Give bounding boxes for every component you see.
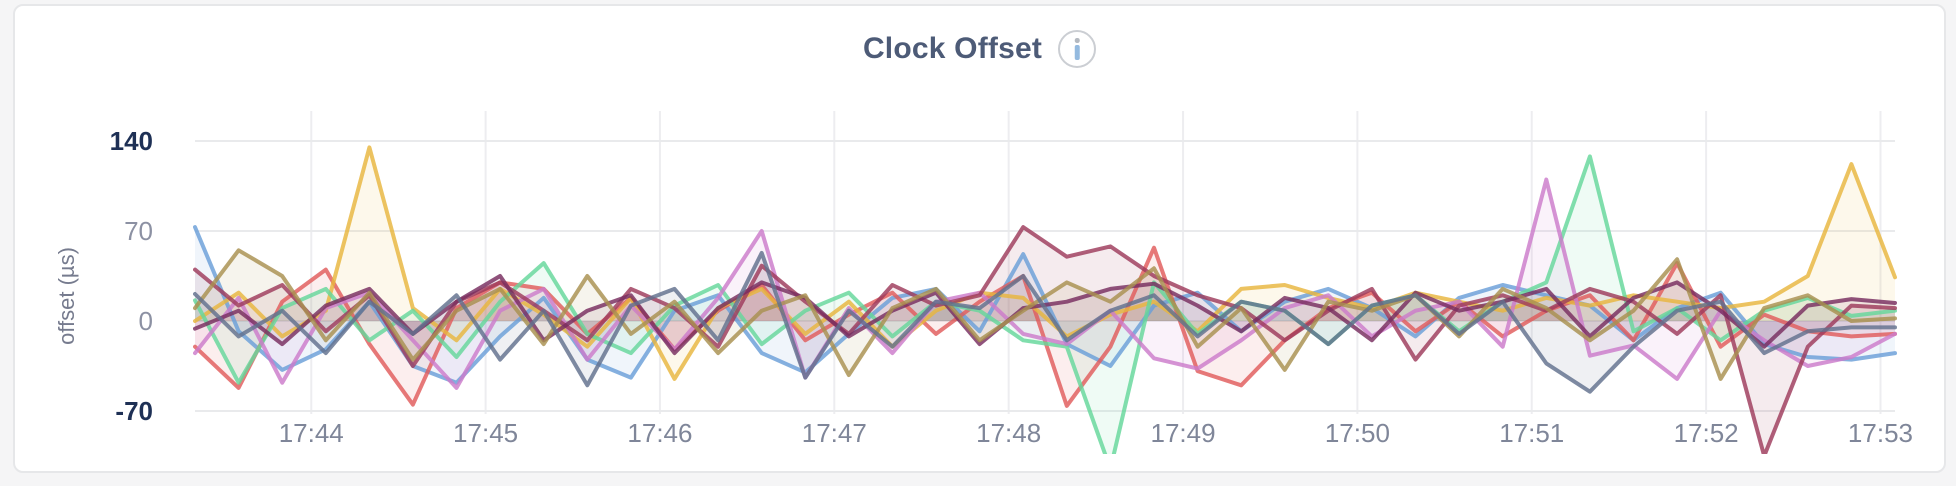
clock-offset-chart: 17:44 17:45 17:46 17:47 17:48 17:49 17:50 17:51… [110,111,1913,454]
x-tick-label: 17:46 [627,418,692,448]
series-area-coral [195,247,1895,406]
y-tick-label: -70 [115,396,153,426]
series-line-maroon [193,225,1897,454]
x-tick-label: 17:47 [802,418,867,448]
x-tick-label: 17:50 [1325,418,1390,448]
series-area-orchid [195,179,1895,388]
x-tick-label: 17:45 [453,418,518,448]
series-line-olive [193,248,1897,381]
x-tick-label: 17:53 [1848,418,1913,448]
series-line-gold [193,145,1897,381]
chart-header: Clock Offset [15,30,1944,68]
x-tick-label: 17:48 [976,418,1041,448]
x-tick-label: 17:51 [1499,418,1564,448]
series-area-maroon [195,227,1895,454]
metric-card: Clock Offset offset (µs) 17:44 17:45 17:46… [13,4,1946,473]
x-tick-label: 17:49 [1150,418,1215,448]
series-line-slate [193,250,1897,394]
series-area-slate [195,252,1895,392]
series-line-orchid [193,177,1897,390]
series-line-blue [193,225,1897,385]
chart-title: Clock Offset [862,32,1043,65]
x-tick-label: 17:52 [1674,418,1739,448]
y-tick-label: 0 [139,306,153,336]
x-tick-label: 17:44 [279,418,344,448]
y-tick-label: 140 [110,126,153,156]
info-icon-dot [1074,38,1080,43]
y-tick-label: 70 [124,216,153,246]
info-icon[interactable] [1058,30,1097,68]
info-icon-stem [1074,45,1080,60]
